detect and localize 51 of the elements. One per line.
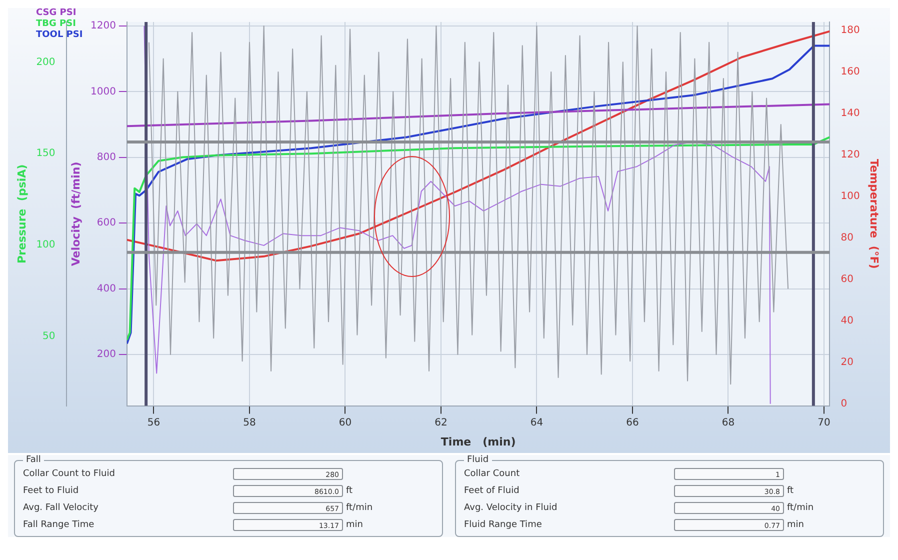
category-label: Avg. Velocity in Fluid — [464, 502, 558, 512]
text: ft/min — [346, 502, 373, 512]
y2-tick-label: 60 — [840, 274, 854, 285]
x-tick-label: 68 — [722, 417, 735, 428]
text: min — [346, 520, 363, 530]
category-label: Feet to Fluid — [23, 486, 80, 496]
category-label: Avg. Fall Velocity — [23, 502, 100, 512]
y2-tick-label: 20 — [840, 356, 854, 368]
y3-tick-label: 50 — [42, 330, 56, 342]
text: ft — [346, 486, 353, 496]
y2-tick-label: 80 — [840, 232, 854, 244]
text: Fluid — [466, 455, 490, 465]
y3-tick-label: 150 — [36, 148, 56, 160]
text: Fall — [25, 455, 42, 465]
x-tick-label: 64 — [530, 417, 544, 428]
y2-tick-label: 100 — [840, 190, 860, 202]
text: CSG PSI — [36, 8, 78, 19]
x-tick-label: 60 — [338, 417, 352, 428]
y2-axis-title: Temperature (°F) — [868, 158, 881, 269]
y2-tick-label: 0 — [840, 398, 848, 410]
category-label: Fluid Range Time — [464, 520, 543, 530]
y2-tick-label: 140 — [840, 108, 860, 119]
text: min — [787, 520, 804, 530]
y-axis-title: Velocity (ft/min) — [70, 162, 83, 266]
y-tick-label: 1000 — [90, 86, 116, 98]
y2-tick-label: 120 — [840, 149, 860, 160]
category-label: Collar Count to Fluid — [23, 468, 116, 478]
x-axis-title: Time (min) — [440, 435, 516, 448]
x-tick-label: 70 — [818, 417, 830, 428]
y-tick-label: 1200 — [90, 20, 116, 32]
y2-tick-label: 160 — [840, 66, 860, 78]
text: ft — [787, 486, 794, 496]
x-tick-label: 66 — [626, 417, 639, 428]
y-tick-label: 400 — [96, 283, 116, 294]
y-tick-label: 800 — [96, 152, 116, 163]
x-tick-label: 58 — [243, 417, 256, 428]
y3-tick-label: 100 — [36, 240, 56, 251]
text: TOOL PSI — [36, 30, 83, 41]
x-tick-label: 56 — [147, 417, 160, 428]
y2-tick-label: 180 — [840, 24, 860, 36]
y-tick-label: 200 — [96, 349, 116, 360]
x-tick-label: 62 — [434, 417, 448, 428]
category-label: Feet of Fluid — [464, 486, 520, 496]
y3-axis-title: Pressure (psiA) — [15, 164, 28, 264]
text: ft/min — [787, 502, 814, 512]
text: TBG PSI — [36, 19, 77, 30]
category-label: Fall Range Time — [23, 520, 96, 530]
category-label: Collar Count — [464, 468, 521, 478]
y-tick-label: 600 — [96, 218, 116, 229]
y3-tick-label: 200 — [36, 56, 56, 68]
y2-tick-label: 40 — [840, 315, 854, 326]
